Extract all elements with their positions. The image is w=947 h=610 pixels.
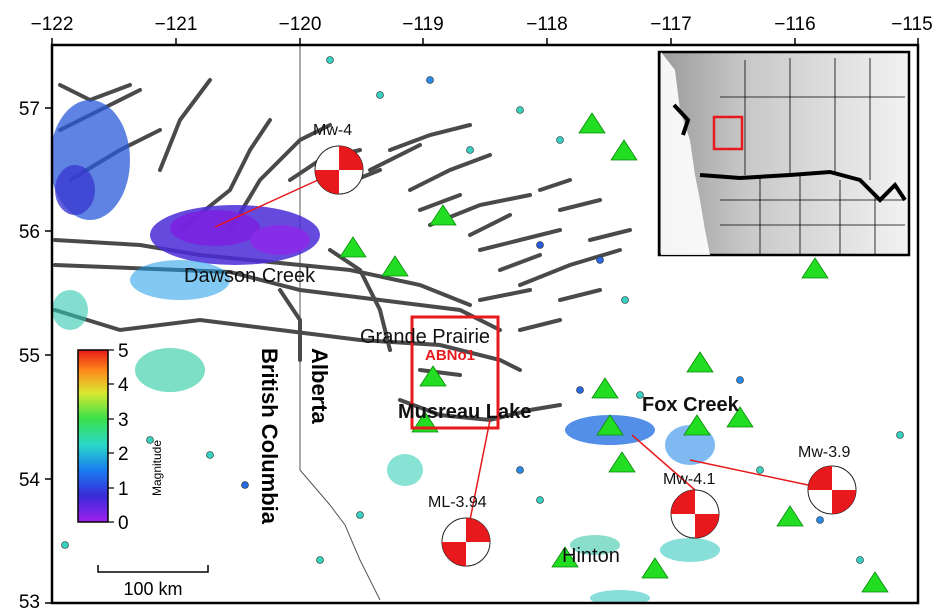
- colorbar-tick-label: 4: [118, 375, 129, 396]
- colorbar-tick-label: 3: [118, 410, 129, 431]
- lat-tick-label: 54: [19, 470, 41, 491]
- place-musreau-lake: Musreau Lake: [398, 401, 531, 423]
- beachball-icon: [670, 489, 720, 539]
- lon-tick-label: −115: [891, 14, 932, 35]
- beachball-icon: [314, 145, 364, 195]
- lat-tick-label: 53: [19, 592, 40, 610]
- lon-tick-label: −120: [279, 14, 322, 35]
- station-label: ABNo1: [425, 347, 475, 364]
- lon-tick-label: −116: [774, 14, 815, 35]
- inset-map: [657, 50, 911, 257]
- colorbar-tick-label: 5: [118, 341, 129, 362]
- map-frame: [50, 43, 920, 605]
- place-grande-prairie: Grande Prairie: [360, 326, 490, 348]
- lon-tick-label: −117: [650, 14, 691, 35]
- beachball-icon: [441, 517, 491, 567]
- place-hinton: Hinton: [562, 545, 620, 567]
- colorbar-tick-label: 2: [118, 444, 129, 465]
- scale-bar-label: 100 km: [123, 579, 182, 599]
- province-label-ab: Alberta: [307, 348, 332, 425]
- event-label: ML-3.94: [428, 494, 487, 511]
- lat-tick-label: 56: [19, 222, 40, 243]
- event-label: Mw-4: [313, 122, 352, 139]
- lat-tick-label: 55: [19, 346, 40, 367]
- scale-bar: 100 km: [97, 565, 209, 599]
- lon-tick-label: −121: [155, 14, 198, 35]
- seismicity-points: [52, 100, 720, 603]
- scattered-events: [61, 56, 904, 564]
- lat-axis: 57 56 55 54 53: [19, 99, 52, 610]
- lon-axis: −122 −121 −120 −119 −118 −117 −116 −115: [31, 14, 933, 45]
- event-label: Mw-3.9: [798, 444, 851, 461]
- colorbar-tick-label: 1: [118, 479, 129, 500]
- colorbar-title: Magnitude: [150, 440, 164, 496]
- lon-tick-label: −122: [31, 14, 74, 35]
- lon-tick-label: −119: [402, 14, 443, 35]
- province-label-bc: British Columbia: [257, 348, 282, 525]
- lon-tick-label: −118: [526, 14, 567, 35]
- magnitude-colorbar: 5 4 3 2 1 0 Magnitude: [77, 341, 164, 534]
- lat-tick-label: 57: [19, 99, 40, 120]
- place-dawson-creek: Dawson Creek: [184, 265, 316, 287]
- colorbar-tick-label: 0: [118, 513, 129, 534]
- province-border-south: [299, 469, 381, 601]
- beachball-icon: [807, 465, 857, 515]
- event-label: Mw-4.1: [663, 471, 716, 488]
- inset-locator-box: [712, 115, 744, 151]
- green-triangle-icon: [339, 112, 889, 593]
- place-fox-creek: Fox Creek: [642, 394, 740, 416]
- mechanism-connectors: [214, 179, 809, 521]
- study-area-box: [410, 315, 500, 430]
